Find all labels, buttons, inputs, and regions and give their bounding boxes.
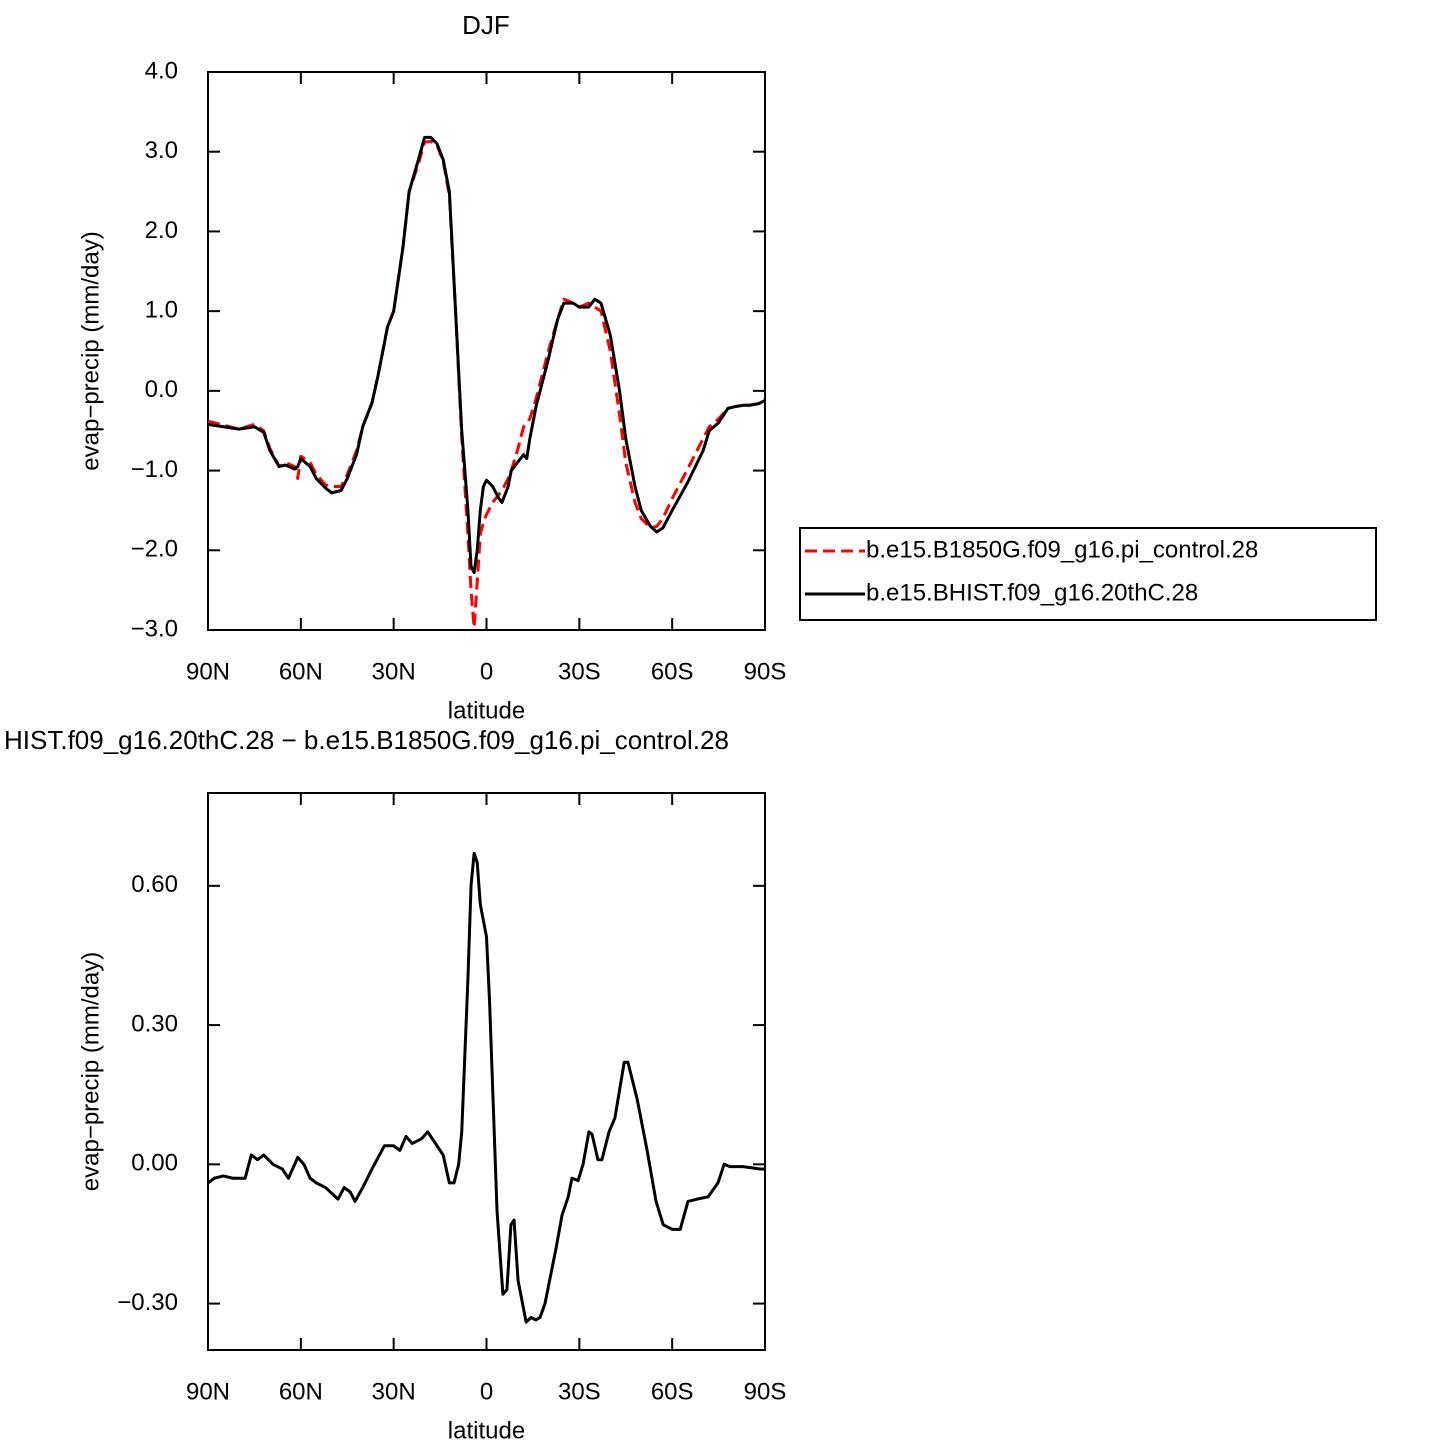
y-tick-label: 3.0	[145, 137, 178, 164]
x-tick-label: 90N	[186, 1378, 230, 1405]
y-tick-label: 4.0	[145, 57, 178, 84]
x-tick-label: 90N	[186, 658, 230, 685]
y-tick-label: −2.0	[131, 536, 178, 563]
data-line	[207, 139, 766, 630]
x-axis-label: latitude	[448, 697, 525, 724]
plot-frame	[207, 792, 766, 1351]
y-tick-label: −1.0	[131, 456, 178, 483]
y-tick-label: 0.00	[131, 1150, 178, 1177]
x-tick-label: 60S	[651, 658, 694, 685]
legend-label: b.e15.B1850G.f09_g16.pi_control.28	[866, 536, 1258, 563]
y-axis-label: evap−precip (mm/day)	[77, 952, 104, 1191]
y-tick-label: 0.30	[131, 1010, 178, 1037]
plot-frame	[207, 71, 766, 631]
x-tick-label: 0	[480, 1378, 493, 1405]
y-tick-label: 2.0	[145, 217, 178, 244]
y-tick-label: 1.0	[145, 296, 178, 323]
data-line	[207, 851, 765, 1324]
x-tick-label: 30S	[558, 1378, 601, 1405]
y-tick-label: 0.0	[145, 376, 178, 403]
x-tick-label: 90S	[744, 1378, 787, 1405]
y-tick-label: −3.0	[131, 615, 178, 642]
legend-box	[799, 527, 1377, 621]
y-tick-label: 0.60	[131, 871, 178, 898]
chart-title: HIST.f09_g16.20thC.28 − b.e15.B1850G.f09…	[4, 725, 729, 755]
x-axis-label: latitude	[448, 1417, 525, 1444]
legend-label: b.e15.BHIST.f09_g16.20thC.28	[866, 579, 1198, 606]
data-line	[207, 135, 766, 575]
x-tick-label: 60N	[279, 1378, 323, 1405]
y-tick-label: −0.30	[117, 1289, 178, 1316]
x-tick-label: 90S	[744, 658, 787, 685]
chart-title: DJF	[462, 10, 510, 40]
x-tick-label: 30S	[558, 658, 601, 685]
y-axis-label: evap−precip (mm/day)	[77, 231, 104, 470]
x-tick-label: 60S	[651, 1378, 694, 1405]
x-tick-label: 60N	[279, 658, 323, 685]
x-tick-label: 0	[480, 658, 493, 685]
x-tick-label: 30N	[372, 658, 416, 685]
x-tick-label: 30N	[372, 1378, 416, 1405]
